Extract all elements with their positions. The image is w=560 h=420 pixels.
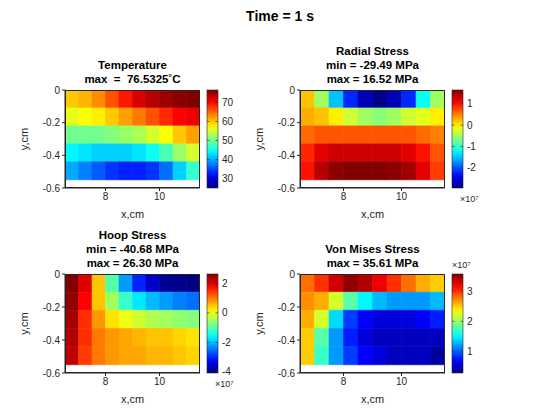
- svg-text:x,cm: x,cm: [121, 208, 144, 220]
- svg-text:70: 70: [222, 97, 234, 108]
- html-text:max = 16.52 MPa: max = 16.52 MPa: [326, 73, 419, 85]
- svg-text:8: 8: [103, 191, 109, 202]
- svg-text:-0.6: -0.6: [278, 368, 296, 379]
- svg-text:-0.6: -0.6: [43, 183, 61, 194]
- svg-text:-0.4: -0.4: [43, 335, 61, 346]
- html-text:Temperature: Temperature: [98, 59, 167, 71]
- svg-text:-0.6: -0.6: [278, 183, 296, 194]
- html-text:max = 26.30 MPa: max = 26.30 MPa: [86, 257, 179, 269]
- svg-text:2: 2: [222, 278, 228, 289]
- svg-text:10: 10: [396, 376, 408, 387]
- svg-text:×10⁷: ×10⁷: [460, 194, 479, 204]
- svg-text:3: 3: [467, 286, 473, 297]
- svg-text:-0.2: -0.2: [43, 302, 61, 313]
- html-text:Time = 1 s: Time = 1 s: [246, 8, 314, 24]
- svg-text:60: 60: [222, 116, 234, 127]
- svg-text:×10⁷: ×10⁷: [452, 260, 471, 270]
- html-text:min = -29.49 MPa: min = -29.49 MPa: [326, 59, 419, 71]
- svg-text:y,cm: y,cm: [255, 312, 265, 334]
- svg-text:-0.4: -0.4: [278, 335, 296, 346]
- svg-text:8: 8: [341, 191, 347, 202]
- html-text:Von Mises Stress: Von Mises Stress: [325, 243, 420, 255]
- svg-text:0: 0: [54, 269, 60, 280]
- svg-text:10: 10: [154, 191, 166, 202]
- svg-text:-0.4: -0.4: [43, 150, 61, 161]
- svg-text:-4: -4: [222, 366, 231, 377]
- svg-text:-2: -2: [467, 162, 476, 173]
- svg-text:×10⁷: ×10⁷: [215, 379, 234, 389]
- svg-text:y,cm: y,cm: [20, 312, 30, 334]
- svg-text:-2: -2: [222, 337, 231, 348]
- svg-text:40: 40: [222, 154, 234, 165]
- svg-text:x,cm: x,cm: [361, 208, 384, 220]
- svg-text:-0.6: -0.6: [43, 368, 61, 379]
- svg-text:-1: -1: [467, 141, 476, 152]
- svg-text:y,cm: y,cm: [255, 128, 265, 150]
- svg-text:0: 0: [54, 85, 60, 96]
- svg-text:0: 0: [467, 120, 473, 131]
- svg-text:30: 30: [222, 173, 234, 184]
- html-text:Hoop Stress: Hoop Stress: [98, 229, 167, 241]
- svg-text:0: 0: [289, 85, 295, 96]
- svg-text:-0.2: -0.2: [278, 302, 296, 313]
- svg-text:8: 8: [341, 376, 347, 387]
- svg-text:1: 1: [467, 98, 473, 109]
- svg-text:x,cm: x,cm: [361, 393, 384, 405]
- svg-text:8: 8: [103, 376, 109, 387]
- html-text:min = -40.68 MPa: min = -40.68 MPa: [86, 243, 179, 255]
- svg-text:2: 2: [467, 316, 473, 327]
- svg-text:0: 0: [289, 269, 295, 280]
- svg-text:x,cm: x,cm: [121, 393, 144, 405]
- html-text:Radial Stress: Radial Stress: [336, 45, 409, 57]
- svg-text:-0.2: -0.2: [43, 117, 61, 128]
- html-text:max = 35.61 MPa: max = 35.61 MPa: [326, 257, 419, 269]
- svg-text:50: 50: [222, 135, 234, 146]
- svg-text:1: 1: [467, 346, 473, 357]
- svg-text:0: 0: [222, 307, 228, 318]
- html-text:max = 76.5325˚C: max = 76.5325˚C: [84, 73, 181, 85]
- svg-text:y,cm: y,cm: [20, 128, 30, 150]
- svg-text:10: 10: [154, 376, 166, 387]
- svg-text:-0.4: -0.4: [278, 150, 296, 161]
- svg-text:-0.2: -0.2: [278, 117, 296, 128]
- svg-text:10: 10: [396, 191, 408, 202]
